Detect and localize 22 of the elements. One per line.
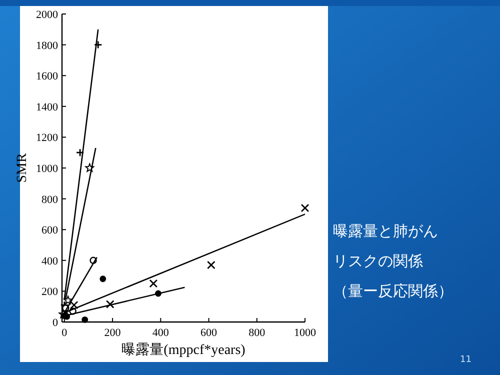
y-tick-label: 200: [42, 286, 58, 298]
x-tick-label: 800: [248, 327, 266, 339]
x-tick-label: 400: [152, 327, 170, 339]
y-tick-label: 1600: [36, 70, 58, 83]
x-axis-title: 曝露量(mppcf*years): [122, 342, 246, 358]
x-tick-label: 600: [200, 327, 218, 339]
y-tick-label: 1400: [36, 101, 58, 114]
x-tick-label: 1000: [294, 327, 316, 339]
text: 11: [460, 355, 472, 365]
text: 曝露量と肺がんリスクの関係: [333, 222, 438, 270]
y-tick-label: 400: [42, 255, 58, 268]
y-tick-label: 0: [52, 317, 58, 329]
x-tick-label: 200: [104, 327, 122, 339]
y-tick-label: 600: [42, 224, 58, 237]
y-axis-title: SMR: [15, 152, 30, 183]
x-tick-label: 0: [62, 327, 68, 339]
y-tick-label: 1800: [36, 40, 58, 52]
text: （量ー反応関係）: [333, 282, 453, 300]
y-tick-label: 1200: [36, 132, 58, 144]
y-tick-label: 800: [42, 194, 58, 206]
y-tick-label: 2000: [36, 9, 58, 21]
y-tick-label: 1000: [36, 163, 58, 175]
